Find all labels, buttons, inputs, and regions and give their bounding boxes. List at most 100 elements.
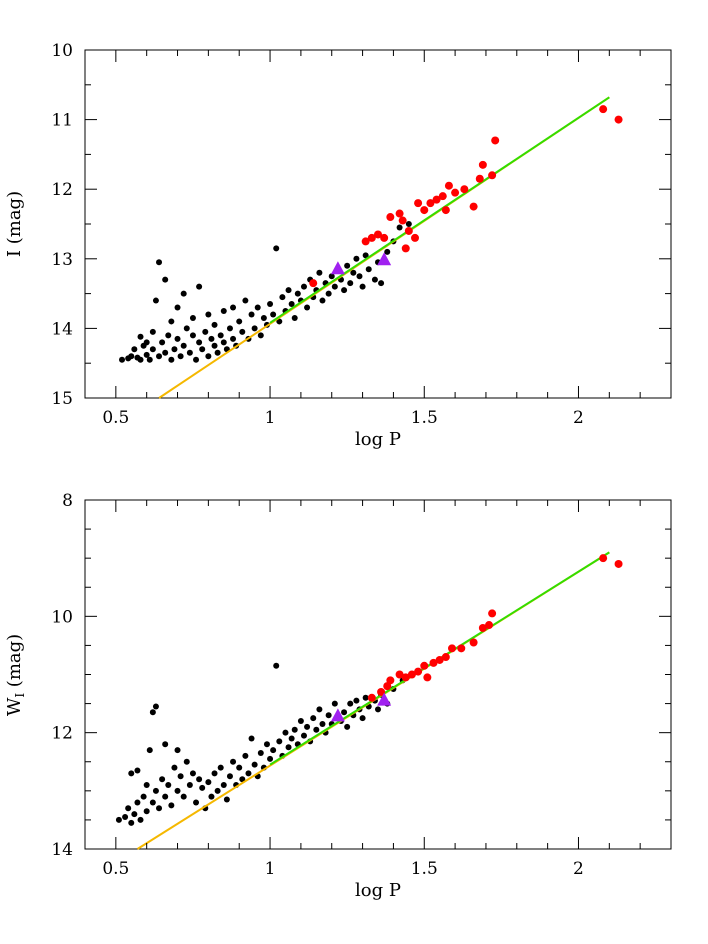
top-panel-i-band: 0.5 1 1.5 2 10 11 12 13 14 15 log P I (mag): [4, 41, 672, 450]
bottom-black-point: [236, 764, 243, 771]
bottom-black-point: [131, 811, 138, 818]
top-black-point: [193, 356, 200, 363]
bottom-black-point: [205, 779, 212, 786]
bottom-red-point: [599, 554, 608, 563]
top-black-point: [239, 328, 246, 335]
bottom-black-point: [344, 723, 351, 730]
top-red-point: [475, 174, 484, 183]
top-black-point: [362, 252, 369, 259]
top-plot-marks: [119, 96, 623, 399]
bottom-plot-ticks: 0.5 1 1.5 2 8 10 12 14: [51, 491, 672, 879]
top-y-axis-label: I (mag): [4, 191, 25, 257]
bottom-red-point: [386, 676, 395, 685]
top-red-point: [404, 226, 413, 235]
bottom-y-axis-unit: (mag): [4, 634, 25, 693]
bottom-black-point: [183, 758, 190, 765]
top-black-point: [177, 353, 184, 360]
top-red-point: [309, 279, 318, 288]
bottom-red-point: [395, 670, 404, 679]
top-black-point: [149, 346, 156, 353]
bottom-red-point: [435, 655, 444, 664]
bottom-black-point: [347, 700, 354, 707]
top-red-point: [420, 206, 429, 215]
top-plot-frame: [84, 49, 672, 399]
top-y-tick-label: 15: [51, 389, 73, 409]
bottom-black-point: [263, 741, 270, 748]
bottom-red-point: [478, 623, 487, 632]
bottom-black-point: [273, 662, 280, 669]
bottom-red-point: [420, 661, 429, 670]
top-black-point: [319, 297, 326, 304]
top-red-point: [460, 185, 469, 194]
top-x-tick-label: 0.5: [102, 408, 129, 428]
bottom-black-point: [226, 773, 233, 780]
bottom-black-point: [319, 720, 326, 727]
top-red-point: [432, 195, 441, 204]
bottom-black-point: [297, 718, 304, 725]
top-black-point: [137, 333, 144, 340]
bottom-black-point: [223, 796, 230, 803]
bottom-black-point: [146, 747, 153, 754]
bottom-x-axis-label: log P: [355, 880, 401, 901]
top-red-point: [488, 171, 497, 180]
bottom-black-point: [143, 782, 150, 789]
top-red-point: [361, 237, 370, 246]
top-black-point: [119, 356, 126, 363]
bottom-red-point: [469, 638, 478, 647]
bottom-x-tick-label: 2: [573, 859, 584, 879]
top-black-point: [257, 332, 264, 339]
bottom-black-point: [248, 735, 255, 742]
top-black-point: [304, 304, 311, 311]
bottom-x-tick-label: 0.5: [102, 859, 129, 879]
bottom-black-point: [140, 793, 147, 800]
top-black-point: [285, 287, 292, 294]
top-black-point: [196, 339, 203, 346]
bottom-y-tick-label: 10: [51, 607, 73, 627]
top-black-point: [199, 346, 206, 353]
top-black-point: [273, 245, 280, 252]
bottom-black-point: [362, 694, 369, 701]
bottom-black-point: [125, 805, 132, 812]
bottom-black-point: [353, 697, 360, 704]
top-black-point: [242, 297, 249, 304]
top-y-tick-label: 13: [51, 250, 73, 270]
top-black-point: [270, 311, 277, 318]
bottom-black-point: [162, 741, 169, 748]
top-red-point: [444, 181, 453, 190]
bottom-red-point: [488, 609, 497, 618]
top-black-point: [186, 349, 193, 356]
bottom-black-point: [193, 799, 200, 806]
bottom-black-point: [162, 793, 169, 800]
top-black-point: [162, 276, 169, 283]
top-red-point: [599, 105, 608, 114]
top-black-point: [226, 325, 233, 332]
bottom-black-point: [217, 764, 224, 771]
bottom-purple-triangle: [330, 708, 345, 722]
bottom-purple-triangle: [377, 692, 392, 706]
bottom-y-tick-label: 14: [51, 840, 73, 860]
top-black-point: [149, 328, 156, 335]
bottom-plot-frame: [84, 499, 672, 850]
top-black-point: [230, 335, 237, 342]
top-black-point: [205, 353, 212, 360]
bottom-black-point: [199, 784, 206, 791]
top-black-point: [276, 318, 283, 325]
bottom-black-point: [168, 802, 175, 809]
bottom-black-point: [242, 752, 249, 759]
bottom-black-point: [177, 773, 184, 780]
bottom-black-point: [304, 723, 311, 730]
bottom-black-point: [196, 776, 203, 783]
bottom-black-point: [220, 782, 227, 789]
top-black-point: [347, 280, 354, 287]
top-black-point: [328, 273, 335, 280]
top-y-tick-label: 10: [51, 41, 73, 61]
bottom-black-point: [288, 735, 295, 742]
bottom-black-point: [115, 816, 122, 823]
top-black-point: [279, 294, 286, 301]
top-black-point: [316, 269, 323, 276]
top-purple-triangle: [330, 261, 345, 275]
top-green-fit-line: [269, 96, 610, 324]
bottom-y-tick-label: 8: [62, 491, 73, 511]
top-black-point: [202, 328, 209, 335]
